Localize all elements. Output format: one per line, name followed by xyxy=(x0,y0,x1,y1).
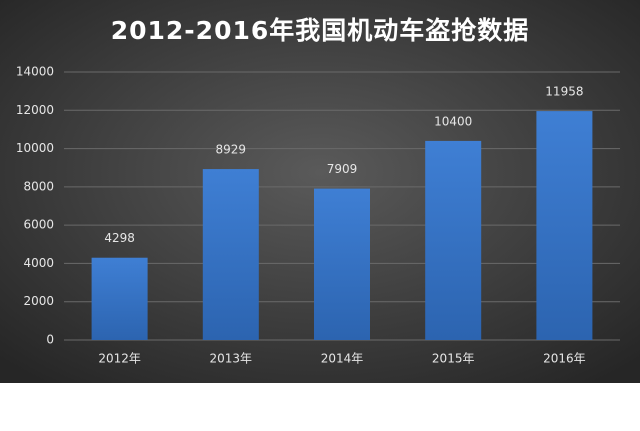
data-label: 8929 xyxy=(216,143,247,157)
y-tick-label: 0 xyxy=(46,333,54,347)
data-label: 11958 xyxy=(545,85,583,99)
y-tick-label: 6000 xyxy=(23,218,54,232)
chart-title: 2012-2016年我国机动车盗抢数据 xyxy=(111,16,530,45)
bar xyxy=(536,111,593,340)
y-tick-label: 12000 xyxy=(16,103,54,117)
data-label: 7909 xyxy=(327,162,358,176)
y-tick-label: 10000 xyxy=(16,141,54,155)
data-label: 4298 xyxy=(104,231,135,245)
y-tick-label: 4000 xyxy=(23,256,54,270)
x-tick-label: 2013年 xyxy=(210,352,253,366)
bar xyxy=(314,188,370,340)
data-label: 10400 xyxy=(434,114,472,128)
y-tick-label: 2000 xyxy=(23,294,54,308)
bar xyxy=(202,169,259,340)
y-tick-label: 8000 xyxy=(23,179,54,193)
x-tick-label: 2012年 xyxy=(98,352,141,366)
y-tick-label: 14000 xyxy=(16,65,54,79)
bar xyxy=(91,257,148,340)
x-tick-label: 2016年 xyxy=(543,352,586,366)
bar xyxy=(425,140,482,340)
x-tick-label: 2015年 xyxy=(432,352,475,366)
x-tick-label: 2014年 xyxy=(321,352,364,366)
